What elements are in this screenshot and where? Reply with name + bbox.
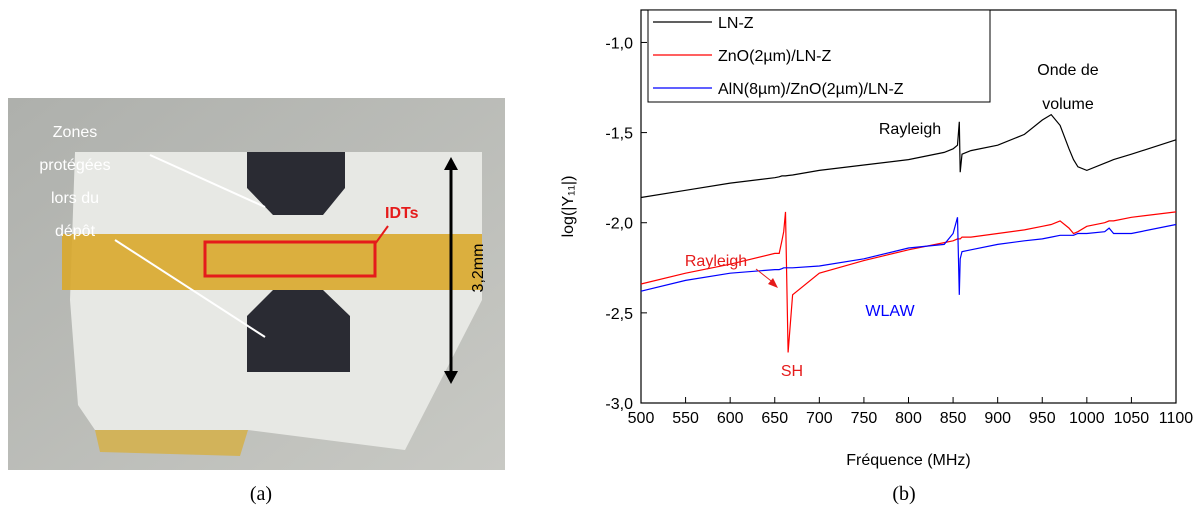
x-tick-label: 600 [717, 410, 744, 427]
legend-label: ZnO(2µm)/LN-Z [718, 48, 831, 65]
x-tick-label: 900 [984, 410, 1011, 427]
x-tick-label: 1050 [1114, 410, 1150, 427]
scale-label: 3,2mm [470, 244, 487, 293]
annotation: WLAW [865, 303, 915, 320]
idt-pointer [374, 225, 389, 245]
x-tick-label: 750 [851, 410, 878, 427]
y-tick-label: -2,5 [605, 306, 633, 323]
annotation: Rayleigh [685, 253, 747, 270]
electrode-bottom [247, 290, 350, 372]
legend-label: LN-Z [718, 15, 754, 32]
idts-label: IDTs [385, 205, 419, 222]
x-tick-label: 950 [1029, 410, 1056, 427]
annotation: volume [1042, 96, 1094, 113]
arrow-head [444, 371, 458, 384]
y-tick-label: -1,0 [605, 35, 633, 52]
zone-pointer [114, 239, 266, 338]
electrode-top [247, 152, 345, 215]
x-tick-label: 1100 [1159, 410, 1194, 427]
series-line [640, 217, 1177, 295]
x-tick-label: 800 [895, 410, 922, 427]
x-tick-label: 650 [761, 410, 788, 427]
x-tick-label: 1000 [1069, 410, 1105, 427]
x-tick-label: 700 [806, 410, 833, 427]
annotation: Onde de [1037, 62, 1098, 79]
caption: (b) [892, 483, 915, 505]
series-line [640, 211, 1177, 353]
zone-pointer [149, 154, 266, 208]
annotation-arrowhead [768, 278, 778, 288]
y-tick-label: -1,5 [605, 126, 633, 143]
zones-line: Zones [53, 124, 97, 141]
y-tick-label: -2,0 [605, 216, 633, 233]
zones-label: Zones protégées lors du dépôt [39, 124, 110, 240]
x-tick-label: 850 [940, 410, 967, 427]
series-line [640, 113, 1177, 199]
y-axis-label: log(|Y₁₁|) [560, 176, 577, 238]
zones-line: protégées [39, 157, 110, 174]
caption: (a) [250, 483, 272, 505]
chart: 500 550 600 650 700 750 800 850 900 950 1000 1050 11… [560, 9, 1194, 469]
substrate-edge [95, 430, 248, 456]
annotation: Rayleigh [879, 121, 941, 138]
zones-line: dépôt [55, 223, 96, 240]
legend-label: AlN(8µm)/ZnO(2µm)/LN-Z [718, 81, 904, 98]
x-axis-label: Fréquence (MHz) [846, 452, 970, 469]
x-tick-label: 500 [628, 410, 655, 427]
arrow-head [444, 157, 458, 170]
annotation: SH [781, 363, 803, 380]
zones-line: lors du [51, 190, 99, 207]
y-tick-label: -3,0 [605, 396, 633, 413]
legend-box [647, 9, 991, 103]
photo: Zones protégées lors du dépôt IDTs 3,2mm [8, 98, 505, 470]
x-tick-label: 550 [672, 410, 699, 427]
idt-box [203, 240, 377, 278]
